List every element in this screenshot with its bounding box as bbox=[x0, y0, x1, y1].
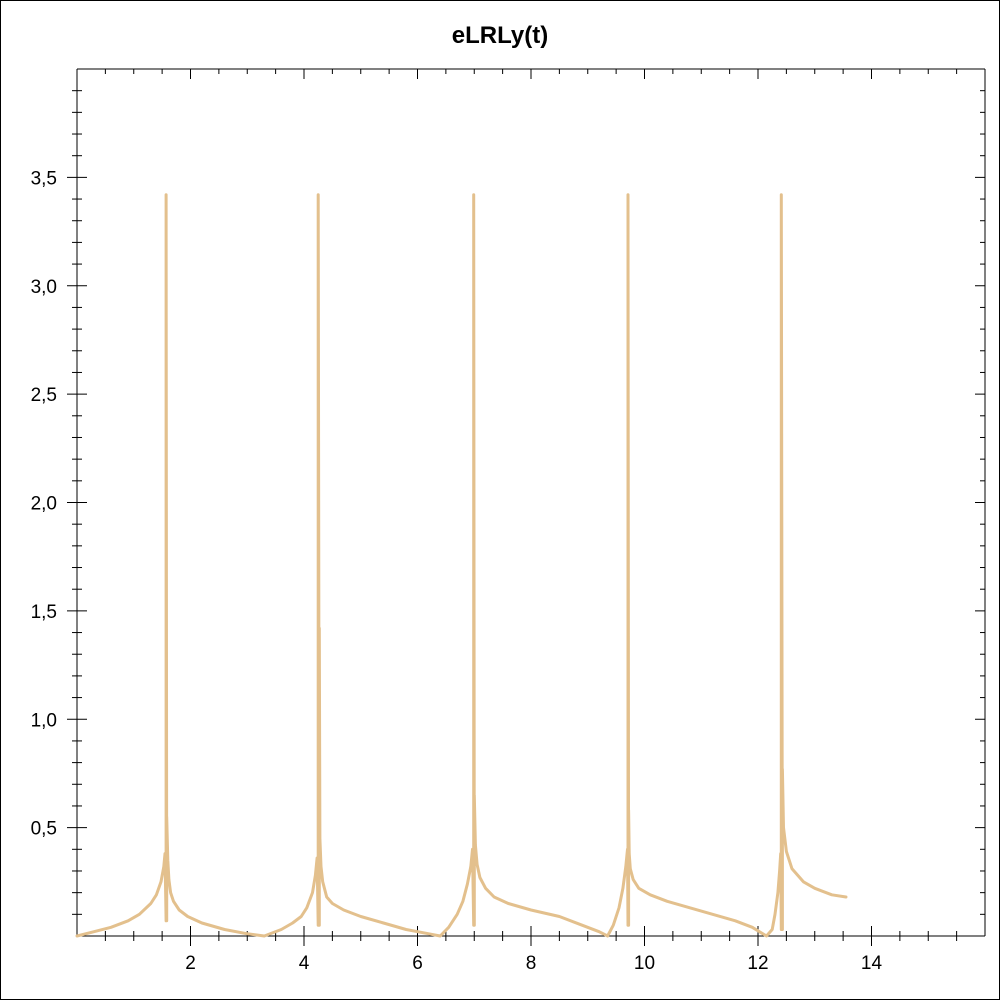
series-layer bbox=[75, 193, 848, 938]
tick-labels: 2 4 6 8 10 12 14 0,5 1,0 1,5 2,0 2,5 3,0 3,5 bbox=[31, 168, 883, 974]
x-tick-label: 10 bbox=[634, 953, 655, 974]
x-tick-label: 6 bbox=[412, 953, 423, 974]
x-tick-label: 12 bbox=[747, 953, 768, 974]
chart-title: eLRLy(t) bbox=[452, 22, 548, 49]
series-line-0 bbox=[75, 193, 848, 938]
y-tick-label: 3,5 bbox=[31, 168, 57, 189]
y-tick-label: 1,0 bbox=[31, 710, 57, 731]
y-tick-label: 1,5 bbox=[31, 602, 57, 623]
y-tick-label: 2,5 bbox=[31, 385, 57, 406]
x-tick-label: 14 bbox=[861, 953, 883, 974]
x-tick-label: 4 bbox=[299, 953, 310, 974]
x-tick-label: 8 bbox=[526, 953, 537, 974]
y-tick-label: 0,5 bbox=[31, 819, 57, 840]
ticks bbox=[67, 69, 985, 946]
x-tick-label: 2 bbox=[185, 953, 196, 974]
y-tick-label: 3,0 bbox=[31, 277, 57, 298]
axes bbox=[76, 68, 986, 937]
y-tick-label: 2,0 bbox=[31, 494, 57, 515]
